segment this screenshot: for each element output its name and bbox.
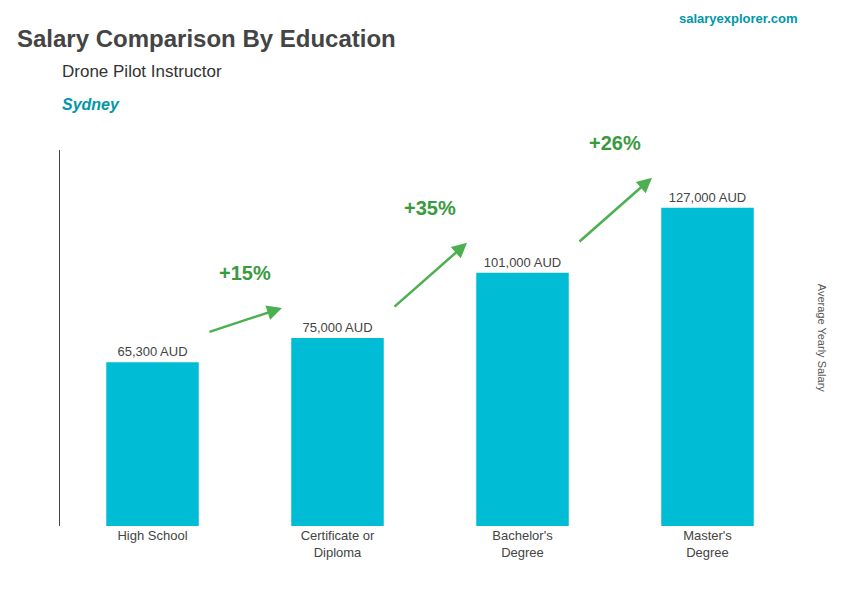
svg-text:127,000 AUD: 127,000 AUD [669, 190, 746, 205]
svg-text:+35%: +35% [404, 197, 456, 219]
svg-text:+26%: +26% [589, 132, 641, 154]
svg-text:Sydney: Sydney [62, 96, 120, 113]
svg-text:101,000 AUD: 101,000 AUD [484, 255, 561, 270]
svg-text:Salary Comparison By Education: Salary Comparison By Education [17, 25, 396, 52]
svg-text:High School: High School [117, 528, 187, 543]
svg-text:Average Yearly Salary: Average Yearly Salary [816, 284, 828, 393]
svg-text:Drone Pilot Instructor: Drone Pilot Instructor [62, 62, 222, 81]
svg-text:75,000 AUD: 75,000 AUD [302, 320, 372, 335]
svg-text:+15%: +15% [219, 262, 271, 284]
svg-text:Master'sDegree: Master'sDegree [683, 528, 732, 560]
svg-text:Bachelor'sDegree: Bachelor'sDegree [492, 528, 553, 560]
svg-text:65,300 AUD: 65,300 AUD [117, 344, 187, 359]
svg-text:Certificate orDiploma: Certificate orDiploma [301, 528, 375, 560]
svg-text:salaryexplorer.com: salaryexplorer.com [679, 11, 798, 26]
